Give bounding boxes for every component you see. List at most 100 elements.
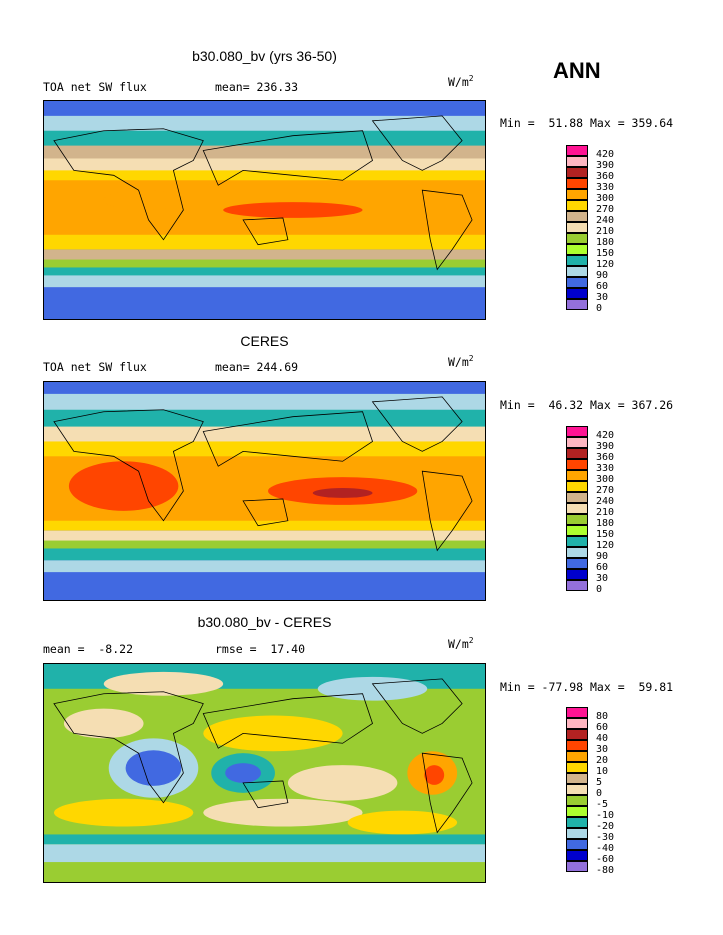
panel1-swatch [566,222,588,233]
panel2-swatch [566,426,588,437]
panel3-level-label: 20 [596,755,609,766]
panel1-swatch [566,189,588,200]
panel3-swatch [566,850,588,861]
panel1-swatch [566,156,588,167]
panel1-swatch [566,244,588,255]
panel1-swatch [566,211,588,222]
panel3-swatch [566,707,588,718]
panel2-level-label: 120 [596,540,615,551]
panel1-minmax: Min = 51.88 Max = 359.64 [500,116,674,130]
panel3-level-label: 0 [596,788,603,799]
panel3-level-label: -5 [596,799,609,810]
panel3-level-label: 40 [596,733,609,744]
panel3-swatch [566,773,588,784]
panel3-swatch [566,729,588,740]
panel3-level-label: -40 [596,843,615,854]
panel1-level-label: 420 [596,149,615,160]
panel2-swatch [566,525,588,536]
panel3-units: W/m2 [448,636,474,651]
panel2-swatch [566,547,588,558]
panel1-left-label: TOA net SW flux [43,80,147,94]
panel2-map [43,381,486,601]
panel1-swatch [566,178,588,189]
panel1-level-label: 120 [596,259,615,270]
panel1-level-label: 360 [596,171,615,182]
panel1-level-label: 0 [596,303,603,314]
panel2-level-label: 420 [596,430,615,441]
panel3-level-label: -30 [596,832,615,843]
panel3-swatch [566,784,588,795]
panel3-level-label: 30 [596,744,609,755]
panel2-mean: mean= 244.69 [215,360,299,374]
panel2-level-label: 60 [596,562,609,573]
panel2-swatch [566,569,588,580]
panel3-swatch [566,718,588,729]
panel3-title: b30.080_bv - CERES [197,614,332,630]
panel1-level-label: 60 [596,281,609,292]
panel2-units: W/m2 [448,354,474,369]
panel2-level-label: 30 [596,573,609,584]
panel3-level-label: -60 [596,854,615,865]
panel2-level-label: 180 [596,518,615,529]
panel1-level-label: 330 [596,182,615,193]
panel3-swatch [566,795,588,806]
panel2-level-label: 0 [596,584,603,595]
panel3-minmax: Min = -77.98 Max = 59.81 [500,680,674,694]
panel1-level-label: 180 [596,237,615,248]
panel2-minmax: Min = 46.32 Max = 367.26 [500,398,674,412]
panel2-swatch [566,536,588,547]
panel3-level-label: 5 [596,777,603,788]
panel1-swatch [566,255,588,266]
panel1-title: b30.080_bv (yrs 36-50) [192,48,337,64]
panel1-level-label: 390 [596,160,615,171]
panel2-level-label: 300 [596,474,615,485]
panel3-map [43,663,486,883]
panel3-swatch [566,740,588,751]
panel3-level-label: 80 [596,711,609,722]
panel3-mean: mean = -8.22 [43,642,134,656]
panel2-level-label: 240 [596,496,615,507]
panel2-swatch [566,448,588,459]
panel2-title: CERES [240,333,289,349]
panel3-level-label: -20 [596,821,615,832]
panel3-level-label: 10 [596,766,609,777]
panel1-units: W/m2 [448,74,474,89]
panel3-swatch [566,751,588,762]
panel1-swatch [566,233,588,244]
panel1-level-label: 270 [596,204,615,215]
panel2-swatch [566,558,588,569]
panel1-level-label: 30 [596,292,609,303]
panel3-swatch [566,839,588,850]
panel1-swatch [566,167,588,178]
panel1-swatch [566,145,588,156]
panel1-swatch [566,277,588,288]
panel2-swatch [566,492,588,503]
panel3-level-label: 60 [596,722,609,733]
panel2-swatch [566,503,588,514]
panel1-level-label: 150 [596,248,615,259]
panel2-level-label: 390 [596,441,615,452]
panel2-swatch [566,481,588,492]
panel3-swatch [566,861,588,872]
panel2-level-label: 330 [596,463,615,474]
panel3-swatch [566,828,588,839]
panel1-level-label: 90 [596,270,609,281]
panel3-swatch [566,806,588,817]
panel1-swatch [566,200,588,211]
panel3-rmse: rmse = 17.40 [215,642,306,656]
panel3-swatch [566,817,588,828]
panel1-swatch [566,299,588,310]
panel2-level-label: 90 [596,551,609,562]
panel1-level-label: 240 [596,215,615,226]
panel3-level-label: -10 [596,810,615,821]
panel1-swatch [566,288,588,299]
panel2-swatch [566,470,588,481]
panel2-left-label: TOA net SW flux [43,360,147,374]
panel1-level-label: 300 [596,193,615,204]
panel3-swatch [566,762,588,773]
panel2-level-label: 270 [596,485,615,496]
panel1-map [43,100,486,320]
panel2-swatch [566,459,588,470]
panel2-level-label: 150 [596,529,615,540]
panel2-level-label: 360 [596,452,615,463]
